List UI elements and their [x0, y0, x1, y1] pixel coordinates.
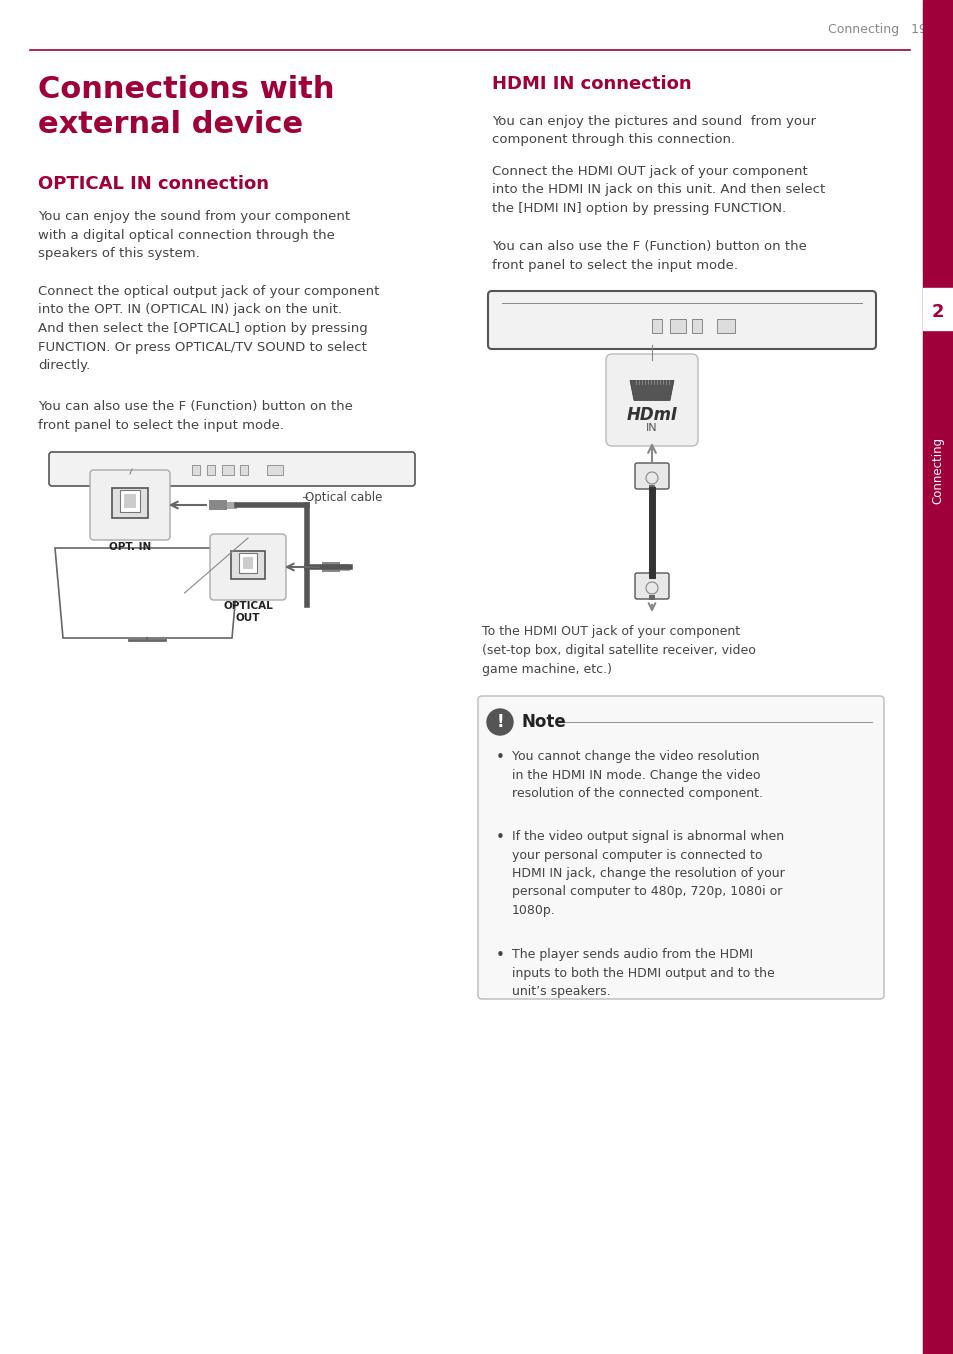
- Text: Connecting   19: Connecting 19: [827, 23, 926, 37]
- Bar: [923, 0, 953, 1354]
- Text: OPTICAL
OUT: OPTICAL OUT: [223, 601, 273, 623]
- Polygon shape: [629, 380, 673, 401]
- FancyBboxPatch shape: [635, 573, 668, 598]
- Bar: [651, 320, 661, 333]
- Text: Connecting: Connecting: [930, 436, 943, 504]
- Bar: [120, 490, 140, 512]
- Bar: [192, 464, 200, 475]
- Text: OPTICAL IN connection: OPTICAL IN connection: [38, 175, 269, 194]
- Text: You can enjoy the pictures and sound  from your
component through this connectio: You can enjoy the pictures and sound fro…: [492, 115, 815, 146]
- Bar: [222, 464, 233, 475]
- FancyBboxPatch shape: [90, 470, 170, 540]
- Text: Connect the optical output jack of your component
into the OPT. IN (OPTICAL IN) : Connect the optical output jack of your …: [38, 284, 379, 372]
- Text: 2: 2: [931, 303, 943, 321]
- Bar: [339, 563, 350, 570]
- Text: external device: external device: [38, 110, 303, 139]
- Text: •: •: [496, 750, 504, 765]
- Bar: [691, 320, 701, 333]
- Bar: [243, 556, 253, 569]
- Text: •: •: [496, 948, 504, 963]
- FancyBboxPatch shape: [477, 696, 883, 999]
- FancyBboxPatch shape: [605, 353, 698, 445]
- Text: •: •: [496, 830, 504, 845]
- Text: You can enjoy the sound from your component
with a digital optical connection th: You can enjoy the sound from your compon…: [38, 210, 350, 260]
- Bar: [669, 320, 685, 333]
- Text: Connections with: Connections with: [38, 74, 335, 104]
- FancyBboxPatch shape: [49, 452, 415, 486]
- FancyBboxPatch shape: [210, 533, 286, 600]
- Text: !: !: [496, 714, 503, 731]
- Bar: [923, 288, 953, 330]
- Text: To the HDMI OUT jack of your component
(set-top box, digital satellite receiver,: To the HDMI OUT jack of your component (…: [481, 626, 755, 676]
- Text: HDMI IN connection: HDMI IN connection: [492, 74, 691, 93]
- Text: You can also use the F (Function) button on the
front panel to select the input : You can also use the F (Function) button…: [38, 399, 353, 432]
- Bar: [240, 464, 248, 475]
- Bar: [112, 487, 148, 519]
- Text: You cannot change the video resolution
in the HDMI IN mode. Change the video
res: You cannot change the video resolution i…: [512, 750, 762, 800]
- Bar: [648, 594, 655, 600]
- Bar: [231, 551, 265, 580]
- FancyBboxPatch shape: [635, 463, 668, 489]
- Bar: [717, 320, 734, 333]
- Text: OPT. IN: OPT. IN: [109, 542, 151, 552]
- Text: Optical cable: Optical cable: [305, 490, 382, 504]
- FancyBboxPatch shape: [488, 291, 875, 349]
- Text: You can also use the F (Function) button on the
front panel to select the input : You can also use the F (Function) button…: [492, 240, 806, 272]
- Circle shape: [486, 709, 513, 735]
- Bar: [267, 464, 283, 475]
- Bar: [227, 501, 236, 509]
- Text: Note: Note: [521, 714, 566, 731]
- Text: The player sends audio from the HDMI
inputs to both the HDMI output and to the
u: The player sends audio from the HDMI inp…: [512, 948, 774, 998]
- Bar: [322, 562, 339, 571]
- Text: If the video output signal is abnormal when
your personal computer is connected : If the video output signal is abnormal w…: [512, 830, 784, 917]
- Bar: [124, 494, 136, 508]
- Bar: [648, 485, 655, 490]
- Text: HDmI: HDmI: [626, 406, 677, 424]
- Bar: [239, 552, 256, 573]
- Text: Connect the HDMI OUT jack of your component
into the HDMI IN jack on this unit. : Connect the HDMI OUT jack of your compon…: [492, 165, 824, 215]
- Text: IN: IN: [645, 422, 658, 433]
- Bar: [207, 464, 214, 475]
- Bar: [209, 500, 227, 510]
